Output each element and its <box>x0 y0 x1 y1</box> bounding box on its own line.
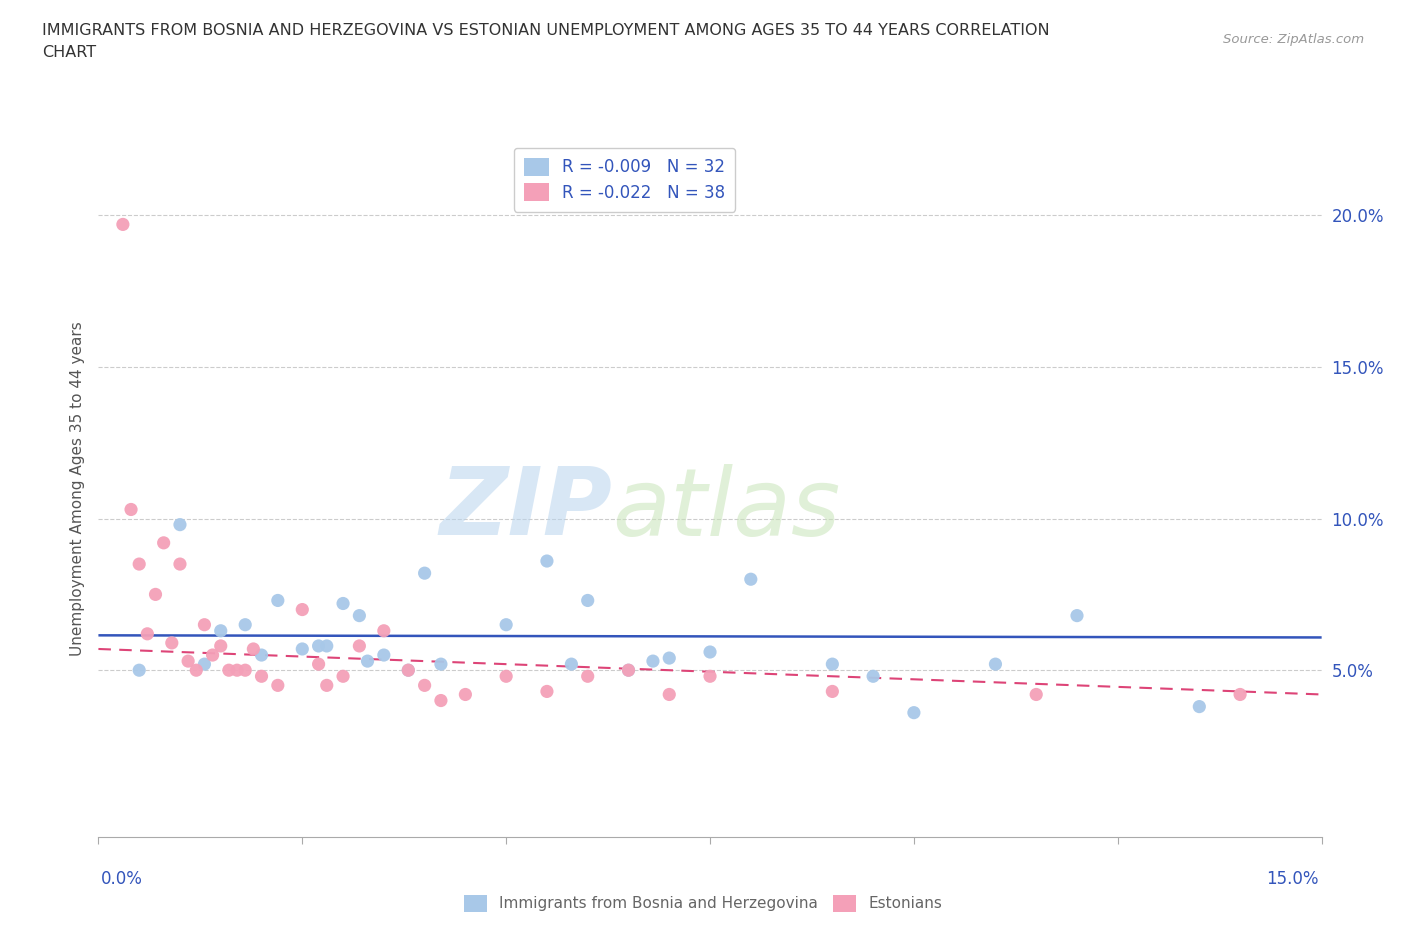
Point <box>356 654 378 669</box>
Point <box>209 623 232 638</box>
Point <box>903 705 925 720</box>
Point <box>233 618 256 632</box>
Point <box>536 553 558 568</box>
Point <box>291 642 314 657</box>
Point <box>1229 687 1251 702</box>
Point <box>128 557 150 572</box>
Point <box>373 623 395 638</box>
Point <box>984 657 1007 671</box>
Point <box>495 669 517 684</box>
Point <box>349 608 371 623</box>
Point <box>250 669 273 684</box>
Point <box>740 572 762 587</box>
Legend: R = -0.009   N = 32, R = -0.022   N = 38: R = -0.009 N = 32, R = -0.022 N = 38 <box>513 148 735 212</box>
Point <box>242 642 264 657</box>
Point <box>454 687 477 702</box>
Point <box>396 663 419 678</box>
Point <box>396 663 419 678</box>
Text: 0.0%: 0.0% <box>101 870 143 888</box>
Point <box>1025 687 1047 702</box>
Text: IMMIGRANTS FROM BOSNIA AND HERZEGOVINA VS ESTONIAN UNEMPLOYMENT AMONG AGES 35 TO: IMMIGRANTS FROM BOSNIA AND HERZEGOVINA V… <box>42 23 1050 38</box>
Point <box>349 639 371 654</box>
Point <box>267 678 290 693</box>
Point <box>658 651 681 666</box>
Point <box>160 635 183 650</box>
Point <box>152 536 174 551</box>
Point <box>308 639 330 654</box>
Point <box>1188 699 1211 714</box>
Point <box>120 502 142 517</box>
Point <box>291 602 314 617</box>
Point <box>495 618 517 632</box>
Point <box>699 669 721 684</box>
Point <box>267 593 290 608</box>
Point <box>821 657 844 671</box>
Text: Source: ZipAtlas.com: Source: ZipAtlas.com <box>1223 33 1364 46</box>
Point <box>413 565 436 580</box>
Point <box>413 678 436 693</box>
Point <box>193 657 215 671</box>
Point <box>862 669 884 684</box>
Point <box>617 663 640 678</box>
Point <box>560 657 582 671</box>
Text: CHART: CHART <box>42 45 96 60</box>
Point <box>186 663 208 678</box>
Point <box>576 669 599 684</box>
Text: 15.0%: 15.0% <box>1267 870 1319 888</box>
Point <box>136 627 159 642</box>
Point <box>111 217 134 232</box>
Point <box>315 639 337 654</box>
Point <box>177 654 200 669</box>
Point <box>641 654 664 669</box>
Point <box>1066 608 1088 623</box>
Point <box>128 663 150 678</box>
Point <box>209 639 232 654</box>
Point <box>201 647 224 662</box>
Point <box>658 687 681 702</box>
Point <box>576 593 599 608</box>
Point <box>332 669 354 684</box>
Point <box>430 693 453 708</box>
Point <box>193 618 215 632</box>
Text: ZIP: ZIP <box>439 463 612 555</box>
Point <box>430 657 453 671</box>
Point <box>218 663 240 678</box>
Y-axis label: Unemployment Among Ages 35 to 44 years: Unemployment Among Ages 35 to 44 years <box>69 321 84 656</box>
Point <box>332 596 354 611</box>
Point <box>536 684 558 698</box>
Point <box>699 644 721 659</box>
Point <box>821 684 844 698</box>
Point <box>315 678 337 693</box>
Point <box>226 663 249 678</box>
Point <box>169 517 191 532</box>
Point <box>308 657 330 671</box>
Text: atlas: atlas <box>612 464 841 554</box>
Point <box>233 663 256 678</box>
Point <box>169 557 191 572</box>
Legend: Immigrants from Bosnia and Herzegovina, Estonians: Immigrants from Bosnia and Herzegovina, … <box>458 889 948 918</box>
Point <box>145 587 167 602</box>
Point <box>250 647 273 662</box>
Point <box>617 663 640 678</box>
Point <box>373 647 395 662</box>
